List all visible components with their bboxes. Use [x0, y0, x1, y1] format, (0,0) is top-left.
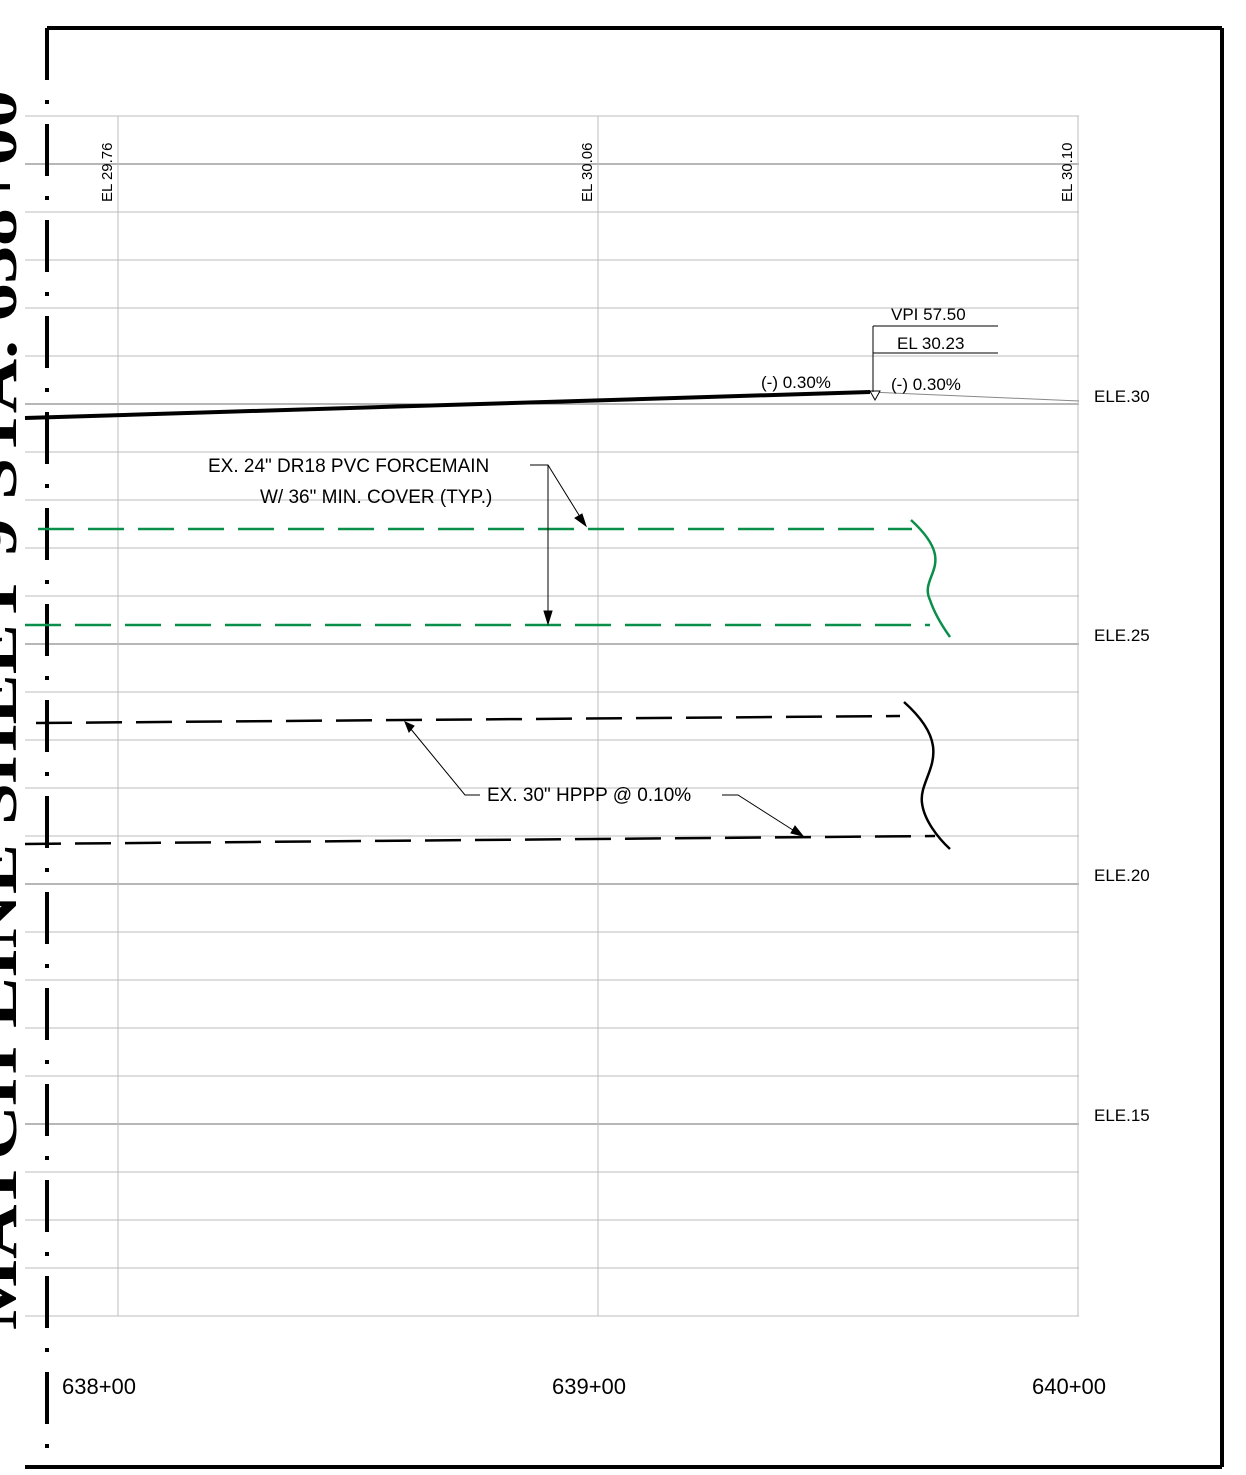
- forcemain-label-line1: EX. 24" DR18 PVC FORCEMAIN: [208, 456, 489, 477]
- elevation-label-25: ELE.25: [1094, 626, 1150, 645]
- vpi-station: VPI 57.50: [891, 305, 966, 324]
- station-elevation-639: EL 30.06: [579, 143, 596, 203]
- vpi-elevation: EL 30.23: [897, 334, 964, 353]
- grid-horizontal: [25, 115, 1079, 1317]
- vpi-callout: [872, 325, 998, 392]
- elevation-label-20: ELE.20: [1094, 866, 1150, 885]
- hppp-pipe: [24, 701, 951, 850]
- sheet-border: [25, 26, 1224, 1469]
- station-elevation-638: EL 29.76: [99, 143, 116, 203]
- elevation-label-30: ELE.30: [1094, 387, 1150, 406]
- station-elevation-640: EL 30.10: [1059, 143, 1076, 203]
- grid-vertical: [117, 116, 1079, 1316]
- forcemain-leaders: [530, 464, 587, 626]
- grade-out-label: (-) 0.30%: [891, 375, 961, 394]
- station-label-639: 639+00: [552, 1374, 626, 1399]
- hppp-leaders: [404, 721, 805, 837]
- forcemain-label-line2: W/ 36" MIN. COVER (TYP.): [260, 487, 492, 508]
- forcemain-pipe: [25, 519, 952, 638]
- elevation-label-15: ELE.15: [1094, 1106, 1150, 1125]
- station-label-640: 640+00: [1032, 1374, 1106, 1399]
- grade-in-label: (-) 0.30%: [761, 373, 831, 392]
- hppp-label: EX. 30" HPPP @ 0.10%: [487, 785, 691, 806]
- grade-profile: [24, 390, 1080, 420]
- station-label-638: 638+00: [62, 1374, 136, 1399]
- match-line-text: MATCH LINE SHEET 9 STA. 638+00: [0, 90, 29, 1330]
- grid-major: [25, 163, 1079, 1125]
